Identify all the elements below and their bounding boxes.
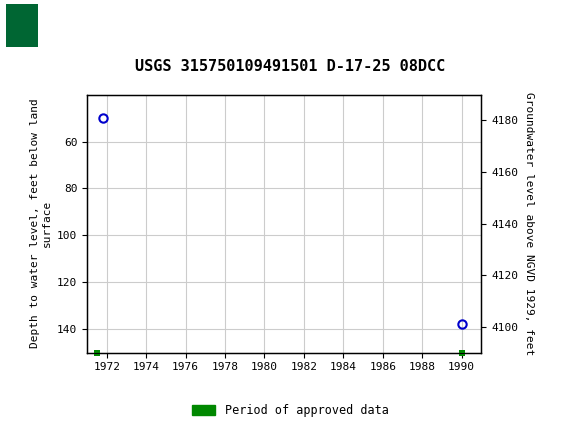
- Text: USGS: USGS: [78, 17, 129, 35]
- Text: USGS 315750109491501 D-17-25 08DCC: USGS 315750109491501 D-17-25 08DCC: [135, 59, 445, 74]
- Y-axis label: Groundwater level above NGVD 1929, feet: Groundwater level above NGVD 1929, feet: [524, 92, 534, 355]
- Bar: [6, 4, 38, 47]
- Legend: Period of approved data: Period of approved data: [187, 399, 393, 422]
- Y-axis label: Depth to water level, feet below land
surface: Depth to water level, feet below land su…: [30, 99, 52, 348]
- Bar: [6, 4, 70, 47]
